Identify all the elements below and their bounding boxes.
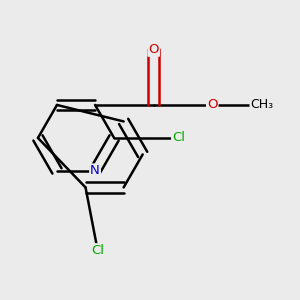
Text: N: N (90, 164, 100, 177)
Text: O: O (207, 98, 217, 112)
Text: O: O (148, 43, 159, 56)
Text: Cl: Cl (91, 244, 104, 257)
Text: Cl: Cl (172, 131, 185, 144)
Text: CH₃: CH₃ (250, 98, 274, 112)
